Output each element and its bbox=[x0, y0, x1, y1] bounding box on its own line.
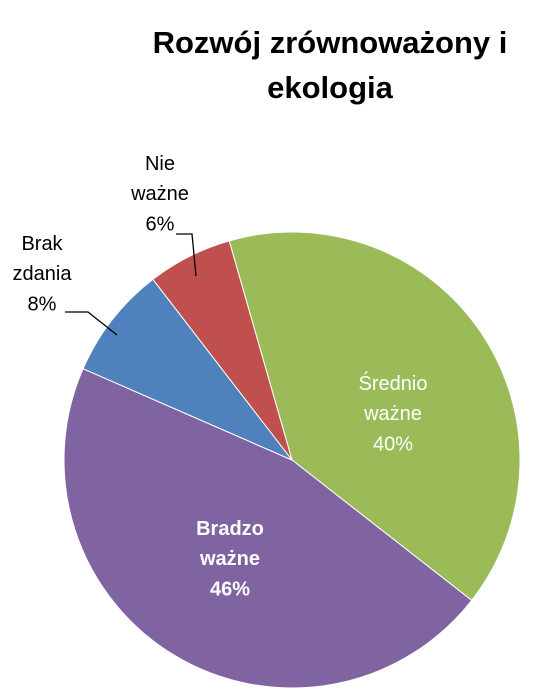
pie-slice bbox=[63, 368, 473, 689]
slice-value: 46% bbox=[210, 578, 250, 600]
leader-line bbox=[65, 311, 118, 336]
slice-value: 40% bbox=[373, 433, 413, 455]
leader-line bbox=[176, 233, 197, 277]
slice-label: Bradzo ważne bbox=[196, 518, 264, 570]
slice-value: 6% bbox=[146, 213, 175, 235]
slice-label: Średnio ważne bbox=[359, 371, 428, 425]
pie-slice bbox=[228, 231, 521, 602]
slice-value: 8% bbox=[28, 293, 57, 315]
slice-label: Nie ważne bbox=[130, 153, 189, 205]
pie-slice bbox=[82, 278, 293, 461]
slice-label: Brak zdania bbox=[13, 233, 73, 285]
pie-slice bbox=[152, 240, 293, 461]
chart-title: Rozwój zrównoważony i ekologia bbox=[153, 25, 508, 105]
